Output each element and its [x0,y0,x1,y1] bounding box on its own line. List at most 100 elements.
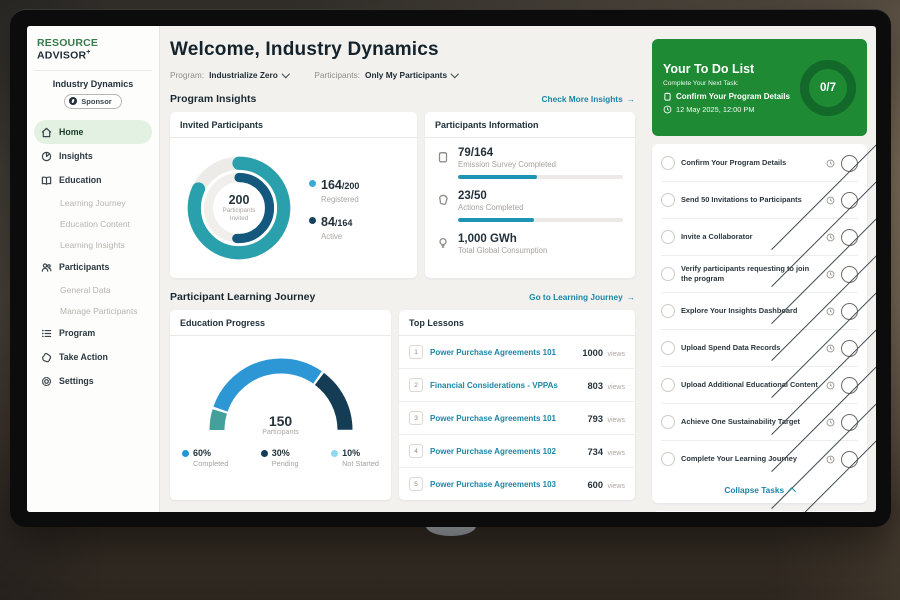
insights-cards-row: Invited Participants 200 Participants I [170,112,635,278]
invited-donut-chart: 200 Participants Invited [178,147,300,269]
section-title: Participant Learning Journey [170,291,315,303]
sidebar-item-education[interactable]: Education [34,168,152,192]
task-open-button[interactable] [841,229,858,246]
clock-icon [826,344,835,353]
participants-filter-dropdown[interactable]: Participants: Only My Participants [314,70,457,80]
sponsor-badge[interactable]: Sponsor [64,94,121,109]
clock-icon [826,159,835,168]
lesson-link[interactable]: Power Purchase Agreements 101 [430,414,581,423]
task-open-button[interactable] [841,414,858,431]
check-more-insights-link[interactable]: Check More Insights → [542,94,635,104]
task-checkbox[interactable] [661,267,675,281]
todo-column: Your To Do List Complete Your Next Task:… [644,26,876,512]
task-checkbox[interactable] [661,193,675,207]
lesson-link[interactable]: Power Purchase Agreements 102 [430,447,581,456]
recent-news-title: Recent News [652,511,867,512]
task-open-button[interactable] [841,303,858,320]
task-open-button[interactable] [841,377,858,394]
take-action-icon [41,352,52,363]
legend-completed: 60% Completed [182,448,228,468]
lesson-link[interactable]: Power Purchase Agreements 101 [430,348,575,357]
task-checkbox[interactable] [661,304,675,318]
logo-resource: RESOURCE [37,37,98,49]
actions-progress-bar [458,218,623,222]
active-dot-icon [309,217,316,224]
chevron-down-icon [451,70,459,78]
todo-title: Your To Do List [663,62,790,76]
go-to-learning-journey-link[interactable]: Go to Learning Journey → [529,292,635,302]
org-name: Industry Dynamics [34,79,152,89]
sidebar-item-home[interactable]: Home [34,120,152,144]
task-row[interactable]: Confirm Your Program Details [661,145,858,182]
lesson-row: 5 Power Purchase Agreements 103 600 view… [399,468,635,500]
task-checkbox[interactable] [661,230,675,244]
sidebar-item-learning-insights[interactable]: Learning Insights [34,234,152,255]
arrow-right-icon: → [627,292,635,302]
not-started-dot-icon [331,450,338,457]
sidebar-item-program[interactable]: Program [34,321,152,345]
survey-progress-bar [458,175,623,179]
task-checkbox[interactable] [661,415,675,429]
insights-icon [41,151,52,162]
section-title: Program Insights [170,93,256,105]
task-open-button[interactable] [841,340,858,357]
task-checkbox[interactable] [661,452,675,466]
lesson-link[interactable]: Power Purchase Agreements 103 [430,480,581,489]
todo-datetime: 12 May 2025, 12:00 PM [663,105,790,114]
task-open-button[interactable] [841,192,858,209]
org-block: Industry Dynamics Sponsor [34,71,152,115]
donut-center-label: 200 Participants Invited [178,147,300,269]
sidebar-item-settings[interactable]: Settings [34,369,152,393]
clock-icon [826,196,835,205]
clock-icon [663,105,672,114]
sidebar-item-participants[interactable]: Participants [34,255,152,279]
task-open-button[interactable] [841,155,858,172]
clock-icon [826,455,835,464]
invited-participants-card: Invited Participants 200 Participants I [170,112,417,278]
education-gauge-chart: 150 Participants [201,350,361,438]
sidebar-item-education-content[interactable]: Education Content [34,213,152,234]
todo-next-task: Confirm Your Program Details [663,92,790,101]
card-title: Top Lessons [399,310,635,336]
participants-icon [41,262,52,273]
recent-news-card: Recent News [652,511,867,512]
chevron-down-icon [282,70,290,78]
completed-dot-icon [182,450,189,457]
legend-active: 84/164 Active [309,213,359,241]
filters-row: Program: Industrialize Zero Participants… [170,70,635,80]
legend-pending: 30% Pending [261,448,299,468]
registered-dot-icon [309,180,316,187]
task-checkbox[interactable] [661,378,675,392]
survey-icon [437,151,449,163]
sidebar-item-take-action[interactable]: Take Action [34,345,152,369]
lesson-row: 3 Power Purchase Agreements 101 793 view… [399,402,635,435]
sponsor-label: Sponsor [81,97,111,106]
bulb-icon [437,237,449,249]
todo-tasks-card: Confirm Your Program Details Send 50 Inv… [652,144,867,503]
card-title: Participants Information [425,112,635,138]
sidebar-item-general-data[interactable]: General Data [34,279,152,300]
task-open-button[interactable] [841,266,858,283]
sidebar-item-learning-journey[interactable]: Learning Journey [34,192,152,213]
task-open-button[interactable] [841,451,858,468]
info-row-actions: 23/50 Actions Completed [425,181,635,224]
legend-not-started: 10% Not Started [331,448,379,468]
task-checkbox[interactable] [661,341,675,355]
program-filter-dropdown[interactable]: Program: Industrialize Zero [170,70,288,80]
clock-icon [826,418,835,427]
page-title: Welcome, Industry Dynamics [170,39,635,61]
todo-progress-ring: 0/7 [800,60,856,116]
donut-legend: 164/200 Registered 84/164 Active [309,167,359,250]
education-progress-card: Education Progress 150 Participants [170,310,391,500]
sidebar-item-manage-participants[interactable]: Manage Participants [34,300,152,321]
rank-badge: 2 [409,378,423,392]
lesson-link[interactable]: Financial Considerations - VPPAs [430,381,581,390]
sidebar-item-insights[interactable]: Insights [34,144,152,168]
gauge-center-label: 150 Participants [201,413,361,436]
lesson-row: 4 Power Purchase Agreements 102 734 view… [399,435,635,468]
task-checkbox[interactable] [661,156,675,170]
app-screen: RESOURCE ADVISOR+ Industry Dynamics Spon… [27,26,876,512]
top-lessons-card: Top Lessons 1 Power Purchase Agreements … [399,310,635,500]
pending-dot-icon [261,450,268,457]
learning-journey-header: Participant Learning Journey Go to Learn… [170,291,635,303]
